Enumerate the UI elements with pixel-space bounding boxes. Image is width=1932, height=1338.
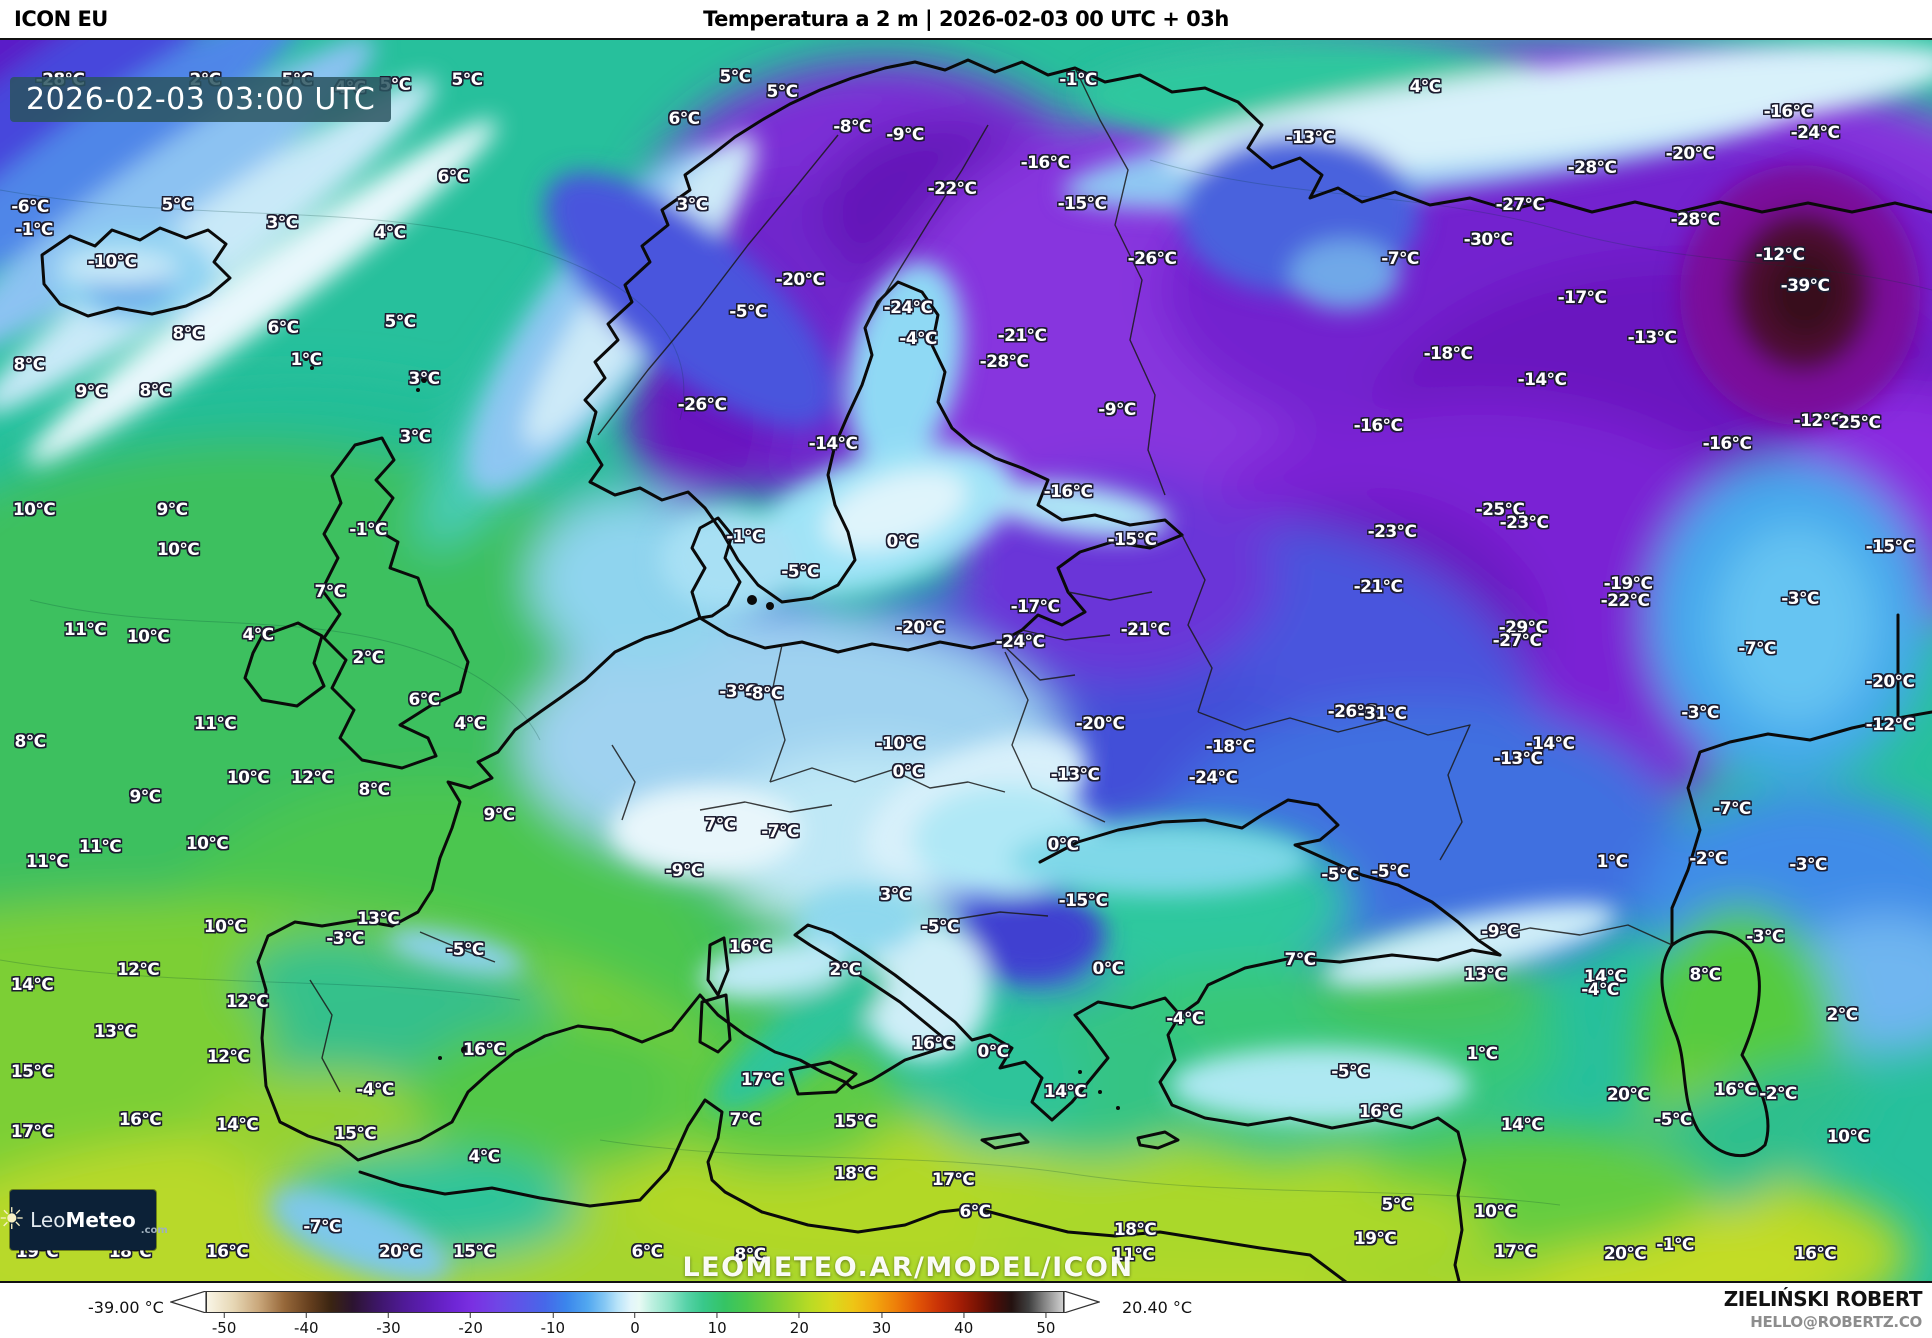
timestamp-badge: 2026-02-03 03:00 UTC <box>10 77 392 122</box>
scale-tick: -40 <box>294 1312 319 1337</box>
footer: -39.00 °C -50 -40 -30 -20 -10 0 10 20 30 40 50 20.… <box>0 1283 1932 1338</box>
scale-tick: -20 <box>458 1312 483 1337</box>
scale-tick: -10 <box>541 1312 565 1337</box>
scale-tick: 0 <box>630 1312 640 1337</box>
model-name: ICON EU <box>14 7 108 31</box>
scale-tick: 30 <box>872 1312 891 1337</box>
scale-arrow-right-icon <box>1064 1291 1100 1313</box>
max-temp-label: 20.40 °C <box>1122 1298 1193 1317</box>
scale-tick: -50 <box>212 1312 236 1337</box>
small-islands <box>303 355 1120 1110</box>
scale-tick: 10 <box>708 1312 727 1337</box>
watermark: LEOMETEO.AR/MODEL/ICON <box>682 1252 1134 1283</box>
sun-icon: ☀ <box>0 1202 26 1237</box>
country-borders <box>309 67 1673 1093</box>
header: ICON EU Temperatura a 2 m | 2026-02-03 0… <box>0 0 1932 38</box>
credit-block: ZIELIŃSKI ROBERT HELLO@ROBERTZ.CO <box>1723 1287 1923 1331</box>
map-canvas: -28°C2°C4°C5°C5°C5°C6°C-6°C-1°C5°C3°C4°C… <box>0 38 1932 1283</box>
scale-tick: 40 <box>954 1312 973 1337</box>
page-title: Temperatura a 2 m | 2026-02-03 00 UTC + … <box>703 7 1229 31</box>
scale-tick: -30 <box>376 1312 401 1337</box>
scale-arrow-left-icon <box>170 1291 206 1313</box>
leometeo-logo: ☀ LeoMeteo .com <box>0 1190 168 1250</box>
logo-text: LeoMeteo <box>30 1208 136 1232</box>
scale-tick: 50 <box>1036 1312 1055 1337</box>
scale-tick: 20 <box>790 1312 809 1337</box>
isotherm-contours <box>0 159 1932 1206</box>
temperature-field <box>0 40 1932 1281</box>
coastlines <box>40 58 1932 1281</box>
credit-email: HELLO@ROBERTZ.CO <box>1750 1313 1922 1331</box>
logo-tld: .com <box>140 1225 168 1236</box>
credit-name: ZIELIŃSKI ROBERT <box>1723 1287 1923 1311</box>
color-scale: -50 -40 -30 -20 -10 0 10 20 30 40 50 <box>170 1291 1100 1337</box>
scale-gradient: -50 -40 -30 -20 -10 0 10 20 30 40 50 <box>206 1291 1064 1337</box>
min-temp-label: -39.00 °C <box>88 1298 164 1317</box>
